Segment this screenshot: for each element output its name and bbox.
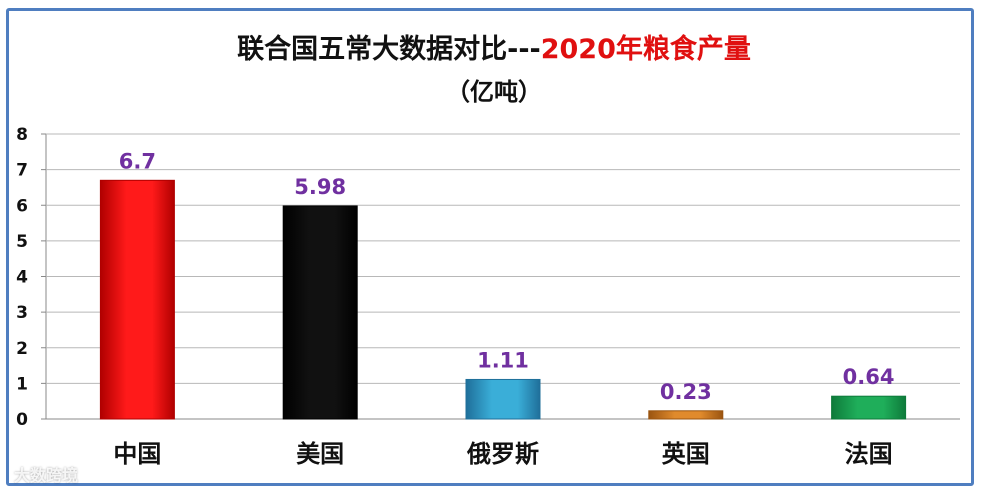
bar-3 (648, 410, 724, 420)
grid-layer (41, 133, 960, 420)
bar-1 (282, 205, 358, 420)
category-label-2: 俄罗斯 (466, 440, 539, 468)
bar-2 (465, 378, 541, 420)
bars-layer (99, 179, 907, 420)
y-tick-label: 3 (16, 303, 28, 323)
chart-subtitle: （亿吨） (446, 78, 542, 106)
bar-4 (831, 395, 907, 420)
category-label-4: 法国 (845, 440, 893, 468)
labels-layer: 0 1 2 3 4 5 6 7 8 6.7 中国 5.98 美国 1.11 俄罗斯 0.23 英国 0.64 法国 (16, 125, 894, 468)
data-label-0: 6.7 (119, 149, 156, 173)
y-tick-label: 8 (16, 125, 28, 145)
y-tick-label: 0 (16, 410, 28, 430)
y-tick-label: 7 (16, 161, 28, 181)
chart-title: 联合国五常大数据对比---2020年粮食产量 (237, 33, 751, 65)
y-tick-label: 2 (16, 339, 28, 359)
watermark-logo: 大数跨境 (14, 466, 79, 485)
data-label-3: 0.23 (660, 380, 712, 404)
category-label-1: 美国 (296, 440, 344, 468)
y-tick-label: 4 (16, 268, 28, 288)
chart-title-part2: 2020年粮食产量 (541, 33, 751, 65)
category-label-3: 英国 (662, 440, 710, 468)
y-tick-label: 6 (16, 196, 28, 216)
y-tick-label: 1 (16, 374, 28, 394)
y-tick-label: 5 (16, 232, 28, 252)
data-label-4: 0.64 (843, 365, 895, 389)
data-label-1: 5.98 (294, 175, 346, 199)
chart-title-part1: 联合国五常大数据对比--- (237, 33, 541, 65)
category-label-0: 中国 (113, 440, 161, 468)
data-label-2: 1.11 (477, 348, 529, 372)
bar-0 (99, 179, 175, 420)
